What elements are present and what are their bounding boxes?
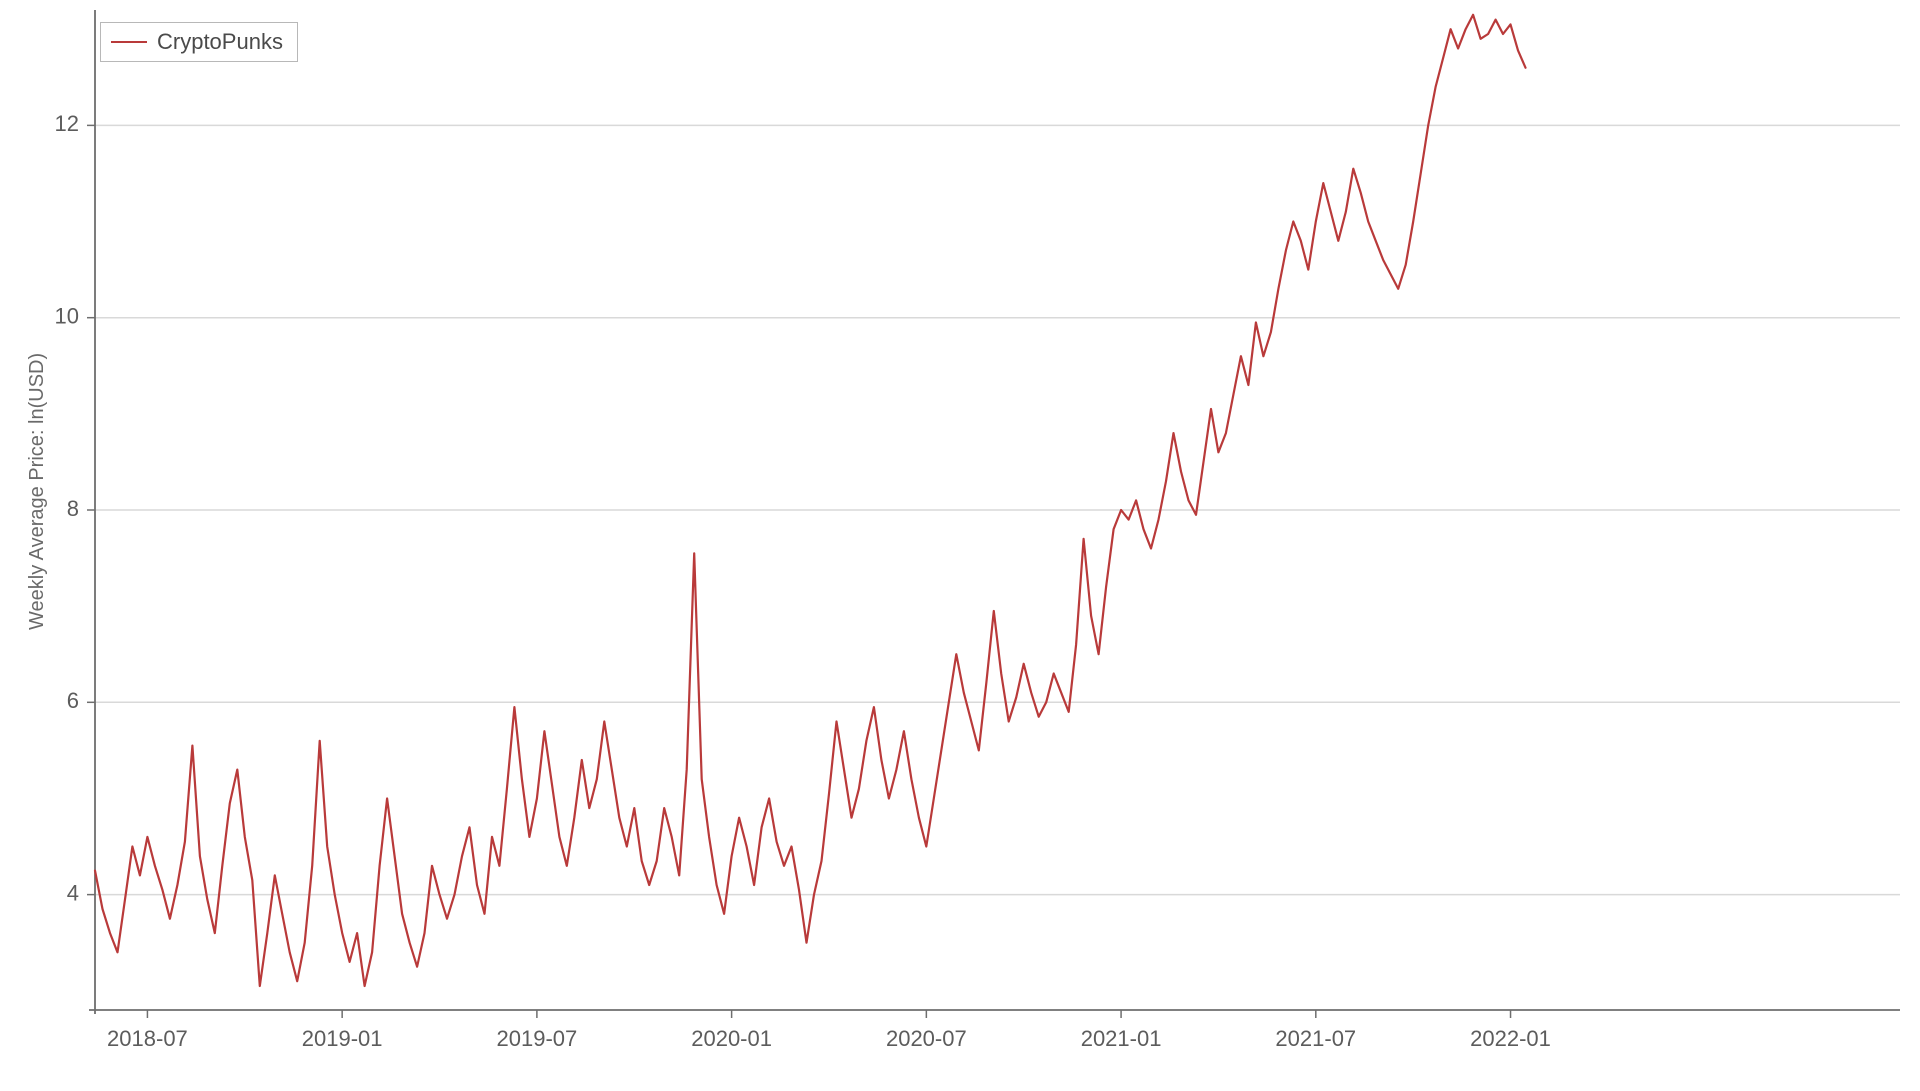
y-axis-label: Weekly Average Price: ln(USD) <box>26 353 49 630</box>
x-tick-label: 2020-07 <box>886 1026 967 1051</box>
y-tick-label: 6 <box>67 688 79 713</box>
y-tick-label: 10 <box>55 304 79 329</box>
legend-label: CryptoPunks <box>157 29 283 55</box>
x-tick-label: 2021-01 <box>1081 1026 1162 1051</box>
x-tick-label: 2018-07 <box>107 1026 188 1051</box>
x-tick-label: 2021-07 <box>1275 1026 1356 1051</box>
legend: CryptoPunks <box>100 22 298 62</box>
y-tick-label: 8 <box>67 496 79 521</box>
legend-swatch <box>111 41 147 43</box>
x-tick-label: 2019-01 <box>302 1026 383 1051</box>
y-tick-label: 12 <box>55 111 79 136</box>
x-tick-label: 2020-01 <box>691 1026 772 1051</box>
chart-svg: 4 6 8 10 12 2018-07 2019-01 2019-07 2020-01 2020-… <box>0 0 1920 1091</box>
x-tick-label: 2019-07 <box>497 1026 578 1051</box>
line-chart: 4 6 8 10 12 2018-07 2019-01 2019-07 2020-01 2020-… <box>0 0 1920 1091</box>
y-tick-label: 4 <box>67 880 79 905</box>
x-tick-label: 2022-01 <box>1470 1026 1551 1051</box>
